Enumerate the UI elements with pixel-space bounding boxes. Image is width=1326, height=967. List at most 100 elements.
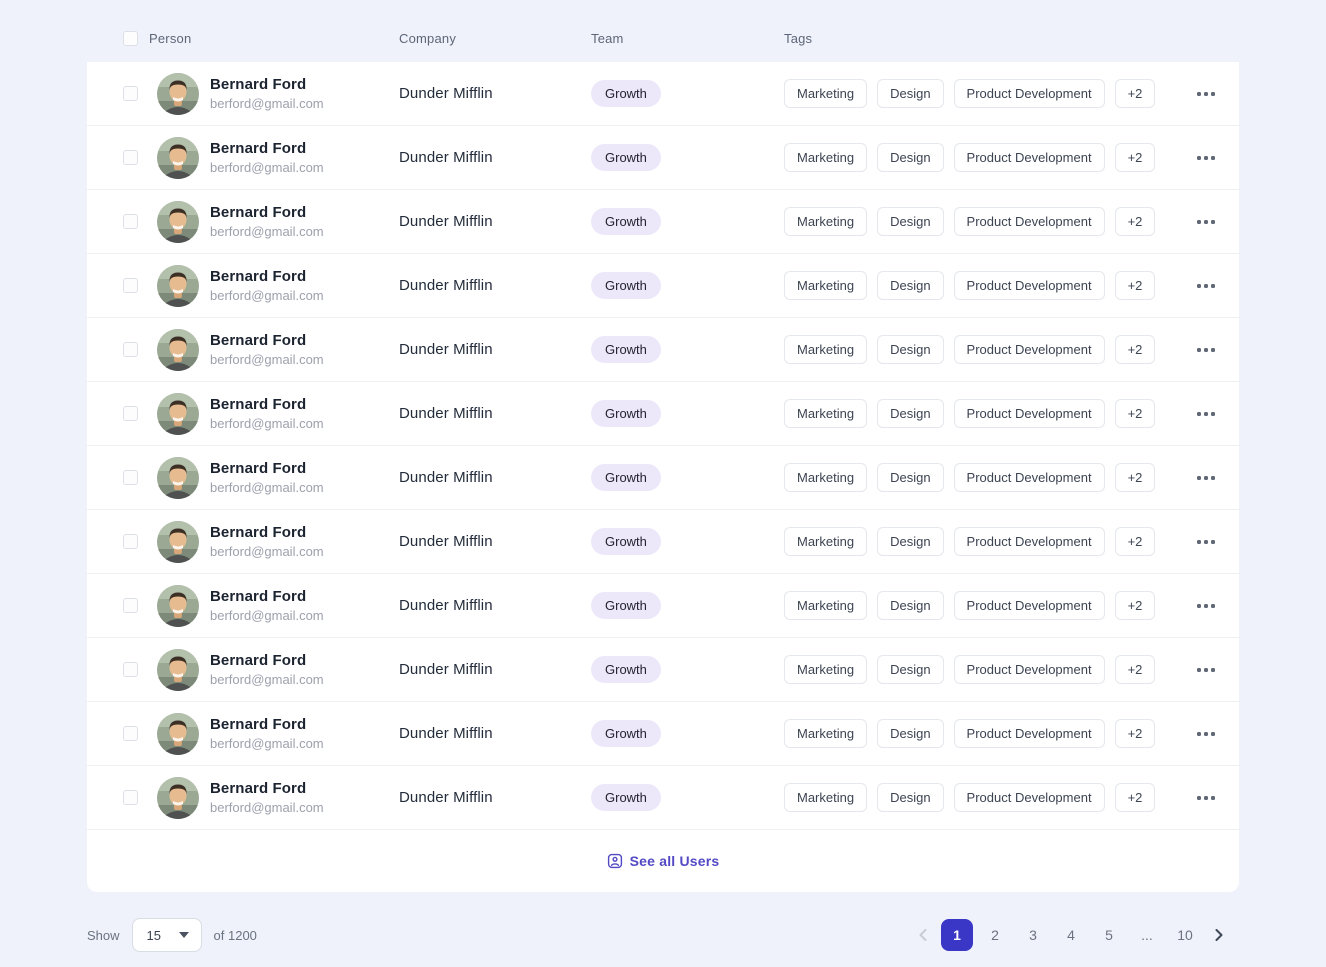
ellipsis-icon[interactable]	[1195, 406, 1217, 422]
row-checkbox[interactable]	[123, 470, 138, 485]
ellipsis-icon[interactable]	[1195, 662, 1217, 678]
tag-chip[interactable]: Design	[877, 143, 944, 172]
page-button-10[interactable]: 10	[1169, 919, 1201, 951]
tag-chip[interactable]: Design	[877, 463, 944, 492]
row-checkbox[interactable]	[123, 790, 138, 805]
page-button-5[interactable]: 5	[1093, 919, 1125, 951]
tag-chip[interactable]: Design	[877, 335, 944, 364]
more-tags-chip[interactable]: +2	[1114, 719, 1156, 748]
page-button-3[interactable]: 3	[1017, 919, 1049, 951]
more-tags-chip[interactable]: +2	[1114, 591, 1156, 620]
team-badge: Growth	[591, 464, 661, 491]
page-button-1[interactable]: 1	[941, 919, 973, 951]
row-checkbox[interactable]	[123, 406, 138, 421]
page-size-select[interactable]: 15	[131, 918, 202, 952]
ellipsis-icon[interactable]	[1195, 86, 1217, 102]
tag-chip[interactable]: Marketing	[784, 399, 868, 428]
more-tags-chip[interactable]: +2	[1114, 79, 1156, 108]
ellipsis-icon[interactable]	[1195, 342, 1217, 358]
tag-chip[interactable]: Product Development	[953, 79, 1105, 108]
ellipsis-icon[interactable]	[1195, 598, 1217, 614]
team-badge: Growth	[591, 400, 661, 427]
more-tags-chip[interactable]: +2	[1114, 399, 1156, 428]
tag-chip[interactable]: Product Development	[953, 271, 1105, 300]
row-checkbox[interactable]	[123, 534, 138, 549]
row-checkbox[interactable]	[123, 214, 138, 229]
company-cell: Dunder Mifflin	[399, 149, 493, 166]
tag-chip[interactable]: Product Development	[953, 143, 1105, 172]
team-badge: Growth	[591, 592, 661, 619]
person-cell: Bernard Ford berford@gmail.com	[149, 584, 399, 627]
row-checkbox[interactable]	[123, 662, 138, 677]
page-button-4[interactable]: 4	[1055, 919, 1087, 951]
chevron-left-icon[interactable]	[911, 919, 935, 951]
more-tags-chip[interactable]: +2	[1114, 527, 1156, 556]
row-checkbox[interactable]	[123, 726, 138, 741]
tags-cell: Marketing Design Product Development +2	[784, 335, 1179, 364]
row-checkbox[interactable]	[123, 598, 138, 613]
row-checkbox[interactable]	[123, 86, 138, 101]
tag-chip[interactable]: Marketing	[784, 143, 868, 172]
tag-chip[interactable]: Marketing	[784, 271, 868, 300]
table-row: Bernard Ford berford@gmail.com Dunder Mi…	[87, 766, 1239, 830]
chevron-right-icon[interactable]	[1207, 919, 1231, 951]
tag-chip[interactable]: Marketing	[784, 463, 868, 492]
tag-chip[interactable]: Design	[877, 591, 944, 620]
more-tags-chip[interactable]: +2	[1114, 335, 1156, 364]
more-tags-chip[interactable]: +2	[1114, 463, 1156, 492]
ellipsis-icon[interactable]	[1195, 278, 1217, 294]
users-table-card: Bernard Ford berford@gmail.com Dunder Mi…	[87, 62, 1239, 892]
more-tags-chip[interactable]: +2	[1114, 207, 1156, 236]
person-name: Bernard Ford	[210, 780, 307, 797]
tag-chip[interactable]: Design	[877, 783, 944, 812]
more-tags-chip[interactable]: +2	[1114, 783, 1156, 812]
select-all-checkbox[interactable]	[123, 30, 138, 46]
tag-chip[interactable]: Product Development	[953, 207, 1105, 236]
row-checkbox[interactable]	[123, 342, 138, 357]
tag-chip[interactable]: Product Development	[953, 591, 1105, 620]
team-cell: Growth	[591, 336, 784, 363]
tag-chip[interactable]: Marketing	[784, 783, 868, 812]
row-checkbox-cell	[87, 534, 149, 549]
tag-chip[interactable]: Product Development	[953, 463, 1105, 492]
tag-chip[interactable]: Product Development	[953, 719, 1105, 748]
tag-chip[interactable]: Design	[877, 655, 944, 684]
tag-chip[interactable]: Product Development	[953, 655, 1105, 684]
ellipsis-icon[interactable]	[1195, 214, 1217, 230]
row-checkbox[interactable]	[123, 150, 138, 165]
ellipsis-icon[interactable]	[1195, 726, 1217, 742]
tag-chip[interactable]: Design	[877, 207, 944, 236]
tag-chip[interactable]: Design	[877, 79, 944, 108]
tag-chip[interactable]: Product Development	[953, 399, 1105, 428]
tag-chip[interactable]: Marketing	[784, 591, 868, 620]
row-checkbox[interactable]	[123, 278, 138, 293]
tag-chip[interactable]: Product Development	[953, 527, 1105, 556]
tag-chip[interactable]: Design	[877, 527, 944, 556]
tag-chip[interactable]: Design	[877, 271, 944, 300]
tag-chip[interactable]: Product Development	[953, 335, 1105, 364]
tag-chip[interactable]: Design	[877, 399, 944, 428]
table-body: Bernard Ford berford@gmail.com Dunder Mi…	[87, 62, 1239, 830]
tag-chip[interactable]: Product Development	[953, 783, 1105, 812]
ellipsis-icon[interactable]	[1195, 534, 1217, 550]
tag-chip[interactable]: Marketing	[784, 79, 868, 108]
ellipsis-icon[interactable]	[1195, 470, 1217, 486]
tag-chip[interactable]: Marketing	[784, 207, 868, 236]
person-cell: Bernard Ford berford@gmail.com	[149, 264, 399, 307]
row-menu-cell	[1179, 150, 1239, 166]
company-cell: Dunder Mifflin	[399, 85, 493, 102]
ellipsis-icon[interactable]	[1195, 790, 1217, 806]
more-tags-chip[interactable]: +2	[1114, 143, 1156, 172]
person-info: Bernard Ford berford@gmail.com	[210, 204, 324, 239]
tag-chip[interactable]: Design	[877, 719, 944, 748]
tag-chip[interactable]: Marketing	[784, 527, 868, 556]
more-tags-chip[interactable]: +2	[1114, 271, 1156, 300]
see-all-users-link[interactable]: See all Users	[607, 853, 720, 869]
tag-chip[interactable]: Marketing	[784, 719, 868, 748]
tag-chip[interactable]: Marketing	[784, 335, 868, 364]
person-name: Bernard Ford	[210, 524, 307, 541]
more-tags-chip[interactable]: +2	[1114, 655, 1156, 684]
tag-chip[interactable]: Marketing	[784, 655, 868, 684]
page-button-2[interactable]: 2	[979, 919, 1011, 951]
ellipsis-icon[interactable]	[1195, 150, 1217, 166]
